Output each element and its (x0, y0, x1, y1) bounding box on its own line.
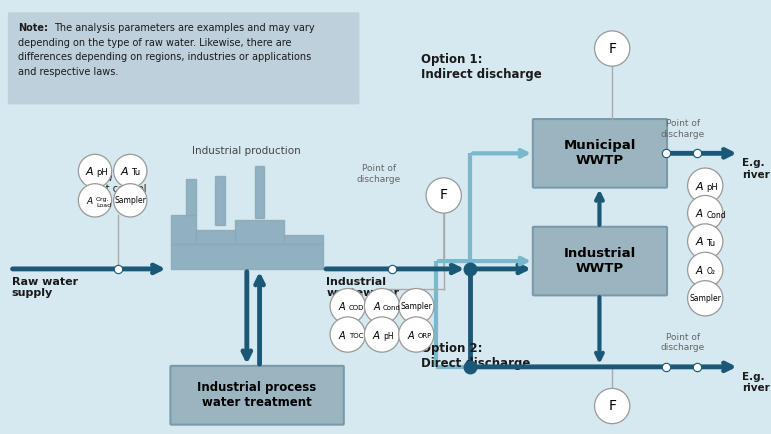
Text: E.g.
river: E.g. river (742, 158, 770, 180)
FancyBboxPatch shape (170, 366, 344, 424)
Circle shape (330, 289, 365, 324)
Text: F: F (439, 188, 448, 202)
Circle shape (399, 289, 434, 324)
Text: Industrial
WWTP: Industrial WWTP (564, 247, 636, 275)
Text: $\mathit{A}$: $\mathit{A}$ (695, 207, 704, 219)
Circle shape (688, 224, 723, 259)
Text: TOC: TOC (348, 333, 363, 339)
Text: $\mathit{A}$: $\mathit{A}$ (338, 300, 347, 312)
Text: Cond: Cond (383, 305, 401, 311)
Text: Point of
discharge: Point of discharge (357, 164, 401, 184)
Text: F: F (608, 399, 616, 413)
Circle shape (426, 178, 461, 213)
FancyBboxPatch shape (533, 227, 667, 296)
Text: Option 2:
Direct discharge: Option 2: Direct discharge (421, 342, 530, 370)
Circle shape (688, 168, 723, 203)
Text: $\mathit{A}$: $\mathit{A}$ (695, 264, 704, 276)
Polygon shape (284, 235, 323, 244)
Circle shape (79, 184, 112, 217)
Text: E.g.
river: E.g. river (742, 372, 770, 393)
Polygon shape (254, 166, 264, 218)
Text: depending on the type of raw water. Likewise, there are: depending on the type of raw water. Like… (18, 38, 291, 48)
Circle shape (594, 388, 630, 424)
Text: Industrial process
water treatment: Industrial process water treatment (197, 381, 317, 409)
Text: Raw water
supply: Raw water supply (12, 277, 78, 298)
Text: The analysis parameters are examples and may vary: The analysis parameters are examples and… (54, 23, 315, 33)
Text: differences depending on regions, industries or applications: differences depending on regions, indust… (18, 53, 311, 62)
Circle shape (594, 31, 630, 66)
Circle shape (113, 184, 147, 217)
Circle shape (399, 317, 434, 352)
Circle shape (113, 155, 147, 187)
Text: $\mathit{A}$: $\mathit{A}$ (120, 165, 130, 177)
Text: $\mathit{A}$: $\mathit{A}$ (695, 236, 704, 247)
Text: pH: pH (383, 332, 394, 341)
Circle shape (688, 195, 723, 231)
FancyBboxPatch shape (8, 12, 359, 104)
Text: Industrial
wastewater: Industrial wastewater (326, 277, 399, 298)
Text: Point of
discharge: Point of discharge (661, 119, 705, 138)
Text: $\mathit{A}$: $\mathit{A}$ (407, 329, 416, 341)
Polygon shape (215, 176, 225, 225)
Text: $\mathit{A}$: $\mathit{A}$ (695, 180, 704, 192)
Text: Sampler: Sampler (114, 196, 146, 205)
Text: $\mathit{A}$: $\mathit{A}$ (372, 329, 381, 341)
Polygon shape (186, 179, 196, 215)
Circle shape (688, 252, 723, 287)
Text: Raw water
inlet control: Raw water inlet control (89, 173, 146, 194)
Text: Point of
discharge: Point of discharge (661, 333, 705, 352)
Text: Sampler: Sampler (689, 294, 721, 303)
Text: COD: COD (348, 305, 364, 311)
Text: Option 1:
Indirect discharge: Option 1: Indirect discharge (421, 53, 542, 82)
Circle shape (79, 155, 112, 187)
Text: Industrial production: Industrial production (193, 146, 301, 156)
Text: Tu: Tu (131, 168, 140, 178)
Text: $\mathit{A}$: $\mathit{A}$ (372, 300, 381, 312)
Circle shape (330, 317, 365, 352)
Text: Cond: Cond (706, 210, 726, 220)
Text: Tu: Tu (706, 239, 715, 248)
Circle shape (688, 281, 723, 316)
Text: $\mathit{A}$: $\mathit{A}$ (338, 329, 347, 341)
Text: ORP: ORP (417, 333, 432, 339)
Text: and respective laws.: and respective laws. (18, 67, 118, 77)
Text: O₂: O₂ (706, 267, 715, 276)
Text: Sampler: Sampler (400, 302, 433, 311)
Polygon shape (196, 230, 235, 244)
Text: $\mathit{A}$: $\mathit{A}$ (85, 165, 94, 177)
Text: Municipal
WWTP: Municipal WWTP (564, 139, 636, 168)
Polygon shape (235, 220, 284, 244)
Text: Org.
Load: Org. Load (96, 197, 111, 208)
Text: pH: pH (706, 183, 718, 192)
Polygon shape (171, 244, 323, 269)
FancyBboxPatch shape (533, 119, 667, 187)
Text: Note:: Note: (18, 23, 48, 33)
Circle shape (365, 317, 399, 352)
Text: F: F (608, 42, 616, 56)
Circle shape (365, 289, 399, 324)
Text: $\mathit{A}$: $\mathit{A}$ (86, 195, 94, 206)
Text: pH: pH (96, 168, 108, 178)
Polygon shape (171, 215, 196, 244)
